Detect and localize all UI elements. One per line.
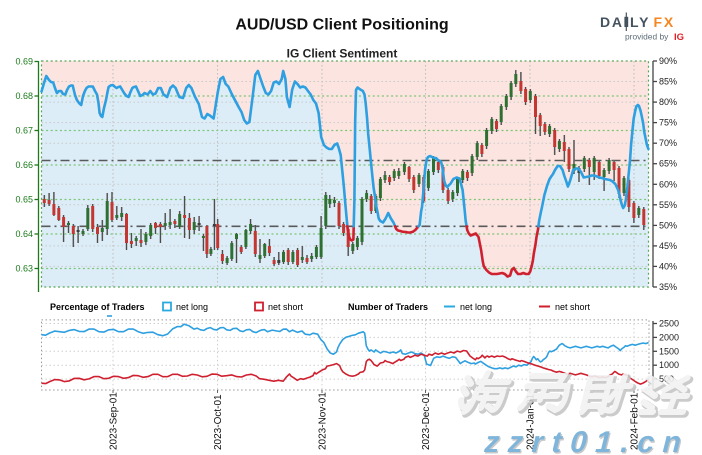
svg-text:net short: net short <box>268 302 304 312</box>
svg-text:net short: net short <box>555 302 591 312</box>
svg-text:50%: 50% <box>659 220 677 230</box>
svg-text:85%: 85% <box>659 77 677 87</box>
svg-text:0.69: 0.69 <box>15 57 33 67</box>
svg-text:2023-Oct-01: 2023-Oct-01 <box>213 394 224 450</box>
svg-text:0.68: 0.68 <box>15 91 33 101</box>
svg-text:0.66: 0.66 <box>15 160 33 170</box>
svg-text:0.65: 0.65 <box>15 195 33 205</box>
svg-text:IG Client Sentiment: IG Client Sentiment <box>287 47 398 61</box>
svg-text:0.63: 0.63 <box>15 264 33 274</box>
svg-text:2023-Sep-01: 2023-Sep-01 <box>109 392 120 450</box>
svg-text:2024-Feb-01: 2024-Feb-01 <box>630 392 641 450</box>
svg-text:90%: 90% <box>659 56 677 66</box>
svg-text:zzrt01.cn: zzrt01.cn <box>482 427 695 455</box>
svg-text:Number of Traders: Number of Traders <box>348 302 428 312</box>
svg-text:2500: 2500 <box>659 319 679 329</box>
svg-text:FX: FX <box>654 14 676 30</box>
svg-text:0.67: 0.67 <box>15 126 33 136</box>
svg-text:DA: DA <box>600 14 624 30</box>
svg-text:40%: 40% <box>659 261 677 271</box>
svg-text:65%: 65% <box>659 159 677 169</box>
svg-text:55%: 55% <box>659 200 677 210</box>
svg-text:2023-Dec-01: 2023-Dec-01 <box>421 392 432 450</box>
svg-text:35%: 35% <box>659 282 677 292</box>
svg-text:75%: 75% <box>659 118 677 128</box>
svg-text:IG: IG <box>674 32 684 43</box>
svg-text:net long: net long <box>460 302 492 312</box>
svg-text:2023-Nov-01: 2023-Nov-01 <box>318 392 329 450</box>
svg-text:2024-Jan-01: 2024-Jan-01 <box>526 393 537 450</box>
svg-text:zzrt01.cn: zzrt01.cn <box>481 425 694 455</box>
svg-text:70%: 70% <box>659 138 677 148</box>
svg-text:provided by: provided by <box>625 32 669 42</box>
svg-text:Percentage of Traders: Percentage of Traders <box>50 302 145 312</box>
svg-text:2000: 2000 <box>659 332 679 342</box>
svg-text:1000: 1000 <box>659 360 679 370</box>
svg-text:AUD/USD Client Positioning: AUD/USD Client Positioning <box>235 17 448 34</box>
svg-text:1500: 1500 <box>659 346 679 356</box>
svg-text:LY: LY <box>630 14 650 30</box>
svg-text:80%: 80% <box>659 97 677 107</box>
svg-text:60%: 60% <box>659 179 677 189</box>
svg-text:0.64: 0.64 <box>15 229 33 239</box>
svg-text:net long: net long <box>176 302 208 312</box>
svg-text:45%: 45% <box>659 241 677 251</box>
